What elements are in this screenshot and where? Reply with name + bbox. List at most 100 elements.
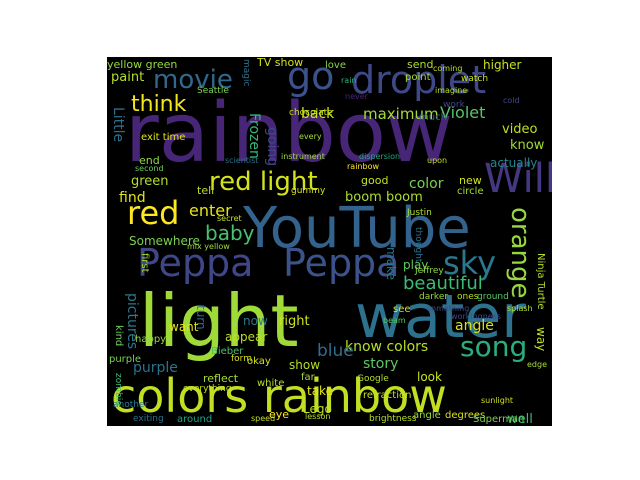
word: know colors [345, 339, 429, 355]
word: never [345, 92, 368, 101]
word: circle [457, 186, 484, 197]
word: second [135, 164, 164, 173]
word: dispersion [359, 152, 401, 161]
word: orange [505, 207, 535, 299]
word: droplet [351, 58, 487, 102]
word: angle [455, 318, 494, 334]
word: magic [241, 59, 251, 87]
word: baby [205, 221, 255, 245]
word: play [403, 258, 429, 272]
word: Frozen [246, 113, 262, 159]
word: beautiful [403, 273, 483, 294]
word: Peppa [137, 241, 254, 285]
word: video [502, 122, 538, 137]
word: want [169, 320, 199, 334]
word: maximum [363, 105, 439, 123]
word: refraction [363, 390, 412, 401]
word: another [113, 400, 149, 410]
word: story [363, 356, 399, 372]
word: back [301, 106, 335, 122]
word: YouTube [243, 196, 471, 261]
word: Peppa [283, 241, 400, 285]
word: degrees [445, 410, 486, 421]
word: point [405, 72, 431, 83]
word: Superman [473, 414, 525, 425]
word: TV show [257, 57, 304, 69]
word: rain [341, 76, 357, 85]
word: actually [490, 156, 538, 170]
word: purple [109, 354, 142, 365]
word: secret [217, 214, 242, 223]
word-cloud: rainbow colors rainbow light water YouTu… [107, 57, 552, 426]
word: higher [483, 58, 522, 72]
word: boom boom [345, 190, 423, 205]
word: movie [153, 65, 233, 95]
word: every [299, 132, 322, 141]
word: brightness [369, 414, 417, 424]
word: workingness [451, 312, 502, 321]
word: exit time [141, 132, 186, 143]
word: mix yellow [187, 242, 230, 251]
word: Will [484, 156, 552, 202]
word: watch [461, 74, 489, 84]
word: color [409, 176, 444, 192]
word: edge [527, 360, 547, 369]
word: chocolate [289, 108, 333, 118]
word: see [393, 304, 411, 315]
word: eye [269, 408, 290, 421]
word: Jeffrey [415, 266, 444, 276]
word: speed [251, 414, 276, 423]
word: water [355, 282, 526, 352]
word: Seattle [197, 86, 229, 96]
word: now [243, 314, 268, 328]
word: purple [133, 360, 178, 376]
word: cold [503, 96, 520, 105]
word: love [325, 60, 346, 71]
word: tell [197, 184, 215, 197]
word: happy [135, 334, 167, 345]
word: first [139, 253, 150, 273]
word: gummy [291, 186, 326, 196]
word: ones [457, 292, 479, 302]
word: Bieber [211, 346, 244, 357]
word: right [279, 314, 310, 329]
word: know [510, 138, 545, 153]
word: sky [443, 244, 496, 282]
word: white [257, 378, 285, 389]
word: form [231, 354, 252, 364]
word: paint [111, 70, 145, 85]
word: Lego [303, 402, 332, 416]
word: new [459, 174, 482, 187]
word: thought [413, 227, 423, 263]
word: ground [477, 292, 509, 302]
word: lesson [305, 412, 331, 421]
word: reflect [203, 372, 239, 385]
word: think [131, 92, 187, 117]
word: make [384, 247, 398, 280]
word: song [460, 330, 528, 363]
word: scientist [225, 156, 259, 165]
word: darker [419, 292, 449, 302]
word: Google [357, 374, 389, 384]
word: everything [183, 384, 232, 394]
word: exiting [133, 414, 164, 424]
word: Ninja Turtle [535, 253, 546, 310]
word: good [361, 174, 389, 187]
word: instrument [281, 152, 325, 161]
word: find [119, 190, 146, 206]
word: kind [113, 325, 124, 347]
word: beam [383, 316, 406, 325]
word: green [131, 174, 169, 189]
word: pictures [124, 293, 140, 350]
word: blue [317, 341, 354, 361]
word: coming [433, 64, 463, 73]
word: Violet [440, 103, 486, 122]
word: way [534, 327, 548, 352]
word: show [289, 358, 321, 372]
word: enter [189, 201, 232, 220]
word: red light [209, 167, 318, 197]
word: far [301, 372, 315, 383]
word: yellow green [107, 58, 178, 71]
word: take [307, 384, 333, 398]
word: work [443, 100, 465, 110]
